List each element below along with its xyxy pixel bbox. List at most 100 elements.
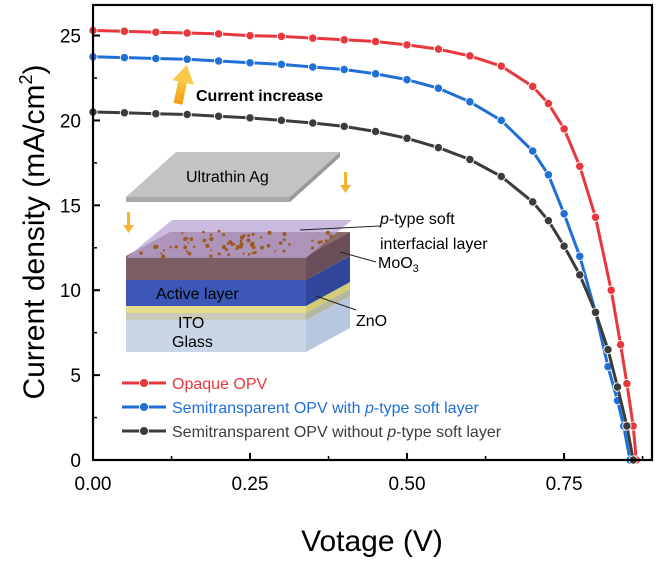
particle-dot bbox=[252, 245, 256, 250]
data-point bbox=[119, 52, 130, 63]
data-point bbox=[151, 53, 161, 64]
data-point bbox=[151, 27, 161, 37]
particle-dot bbox=[266, 243, 271, 248]
particle-dot bbox=[250, 241, 255, 246]
ito-label: ITO bbox=[178, 315, 204, 332]
particle-dot bbox=[282, 238, 286, 242]
x-tick-label: 0.00 bbox=[75, 474, 112, 495]
device-structure-inset: Ultrathin Ag p-type soft interfacial lay… bbox=[123, 152, 488, 352]
moo3-layer-front bbox=[126, 256, 306, 280]
glass-layer-front bbox=[126, 320, 306, 352]
data-point bbox=[622, 378, 632, 389]
data-point bbox=[213, 56, 224, 66]
data-point bbox=[245, 113, 255, 123]
y-axis-title: Current density (mA/cm2) bbox=[16, 64, 51, 399]
moo3-label: MoO3 bbox=[378, 255, 419, 275]
x-tick-label: 0.75 bbox=[546, 474, 583, 495]
soft-layer-label-line2: interfacial layer bbox=[380, 236, 488, 253]
particle-dot bbox=[224, 248, 228, 252]
particle-dot bbox=[253, 250, 257, 255]
soft-layer-label-line1: p-type soft bbox=[379, 211, 455, 228]
legend: Opaque OPV Semitransparent OPV with p-typ… bbox=[122, 376, 502, 441]
data-point bbox=[119, 26, 130, 36]
data-point bbox=[465, 51, 475, 61]
series-2 bbox=[88, 52, 635, 465]
data-point bbox=[606, 285, 616, 295]
data-point bbox=[559, 209, 569, 219]
data-point bbox=[370, 36, 381, 47]
data-point bbox=[496, 171, 506, 182]
x-axis-title: Votage (V) bbox=[301, 525, 443, 558]
moo3-leader bbox=[339, 251, 377, 263]
ag-layer-side bbox=[290, 152, 340, 202]
data-point bbox=[528, 81, 538, 92]
ag-layer-front bbox=[126, 197, 290, 202]
data-point bbox=[528, 197, 538, 207]
data-point bbox=[559, 241, 569, 251]
data-point bbox=[370, 69, 381, 79]
particle-dot bbox=[274, 250, 277, 253]
data-point bbox=[543, 215, 554, 226]
particle-dot bbox=[260, 245, 264, 250]
data-point bbox=[622, 421, 632, 431]
particle-dot bbox=[242, 252, 245, 255]
particle-dot bbox=[221, 245, 227, 250]
series-line bbox=[92, 29, 638, 461]
particle-dot bbox=[217, 229, 221, 233]
data-point bbox=[151, 109, 161, 119]
particle-dot bbox=[187, 251, 192, 256]
particle-dot bbox=[205, 243, 210, 248]
data-point bbox=[543, 98, 554, 109]
particle-dot bbox=[282, 232, 287, 236]
y-tick-label: 25 bbox=[60, 27, 81, 48]
y-tick-label: 15 bbox=[60, 196, 81, 217]
particle-dot bbox=[259, 236, 263, 239]
data-point bbox=[213, 111, 224, 121]
particle-dot bbox=[317, 240, 322, 245]
particle-dot bbox=[324, 239, 328, 243]
zno-layer-side bbox=[306, 282, 350, 313]
zno-layer-front bbox=[126, 306, 306, 313]
data-point bbox=[433, 142, 444, 153]
data-point bbox=[575, 270, 585, 280]
zno-label: ZnO bbox=[356, 313, 387, 330]
data-point bbox=[213, 29, 224, 39]
data-point bbox=[245, 30, 255, 41]
particle-dot bbox=[329, 234, 333, 239]
particle-dot bbox=[247, 233, 251, 237]
particle-dot bbox=[288, 243, 291, 246]
ultrathin-ag-label: Ultrathin Ag bbox=[186, 169, 269, 186]
data-point bbox=[615, 339, 626, 350]
data-point bbox=[528, 146, 538, 156]
particle-dot bbox=[153, 244, 158, 250]
particle-dot bbox=[239, 239, 243, 243]
legend-label: Semitransparent OPV without p-type soft … bbox=[172, 424, 502, 441]
down-arrow-left-icon bbox=[123, 212, 134, 233]
y-tick-label: 10 bbox=[60, 281, 81, 302]
particle-dot bbox=[185, 250, 189, 253]
particle-dot bbox=[217, 252, 221, 256]
particle-dot bbox=[181, 232, 184, 235]
series-3 bbox=[88, 107, 638, 465]
particle-dot bbox=[139, 251, 143, 255]
particle-dot bbox=[222, 233, 226, 237]
axis-ticks: 0.00 0.25 0.50 0.75 0 5 10 15 20 25 bbox=[60, 27, 644, 495]
active-layer-label: Active layer bbox=[156, 286, 239, 303]
data-point bbox=[575, 161, 585, 171]
particle-dot bbox=[162, 249, 165, 252]
data-point bbox=[308, 62, 318, 72]
ag-layer-top bbox=[126, 152, 340, 197]
x-tick-label: 0.50 bbox=[389, 474, 426, 495]
legend-marker bbox=[139, 378, 149, 388]
data-point bbox=[543, 170, 554, 180]
data-point bbox=[433, 44, 444, 54]
particle-dot bbox=[251, 251, 254, 255]
legend-marker bbox=[139, 402, 149, 412]
glass-label: Glass bbox=[172, 334, 213, 351]
data-point bbox=[308, 33, 318, 43]
data-point bbox=[276, 31, 287, 42]
active-layer-front bbox=[126, 280, 306, 306]
plot-frame bbox=[91, 3, 654, 462]
data-point bbox=[276, 115, 287, 126]
